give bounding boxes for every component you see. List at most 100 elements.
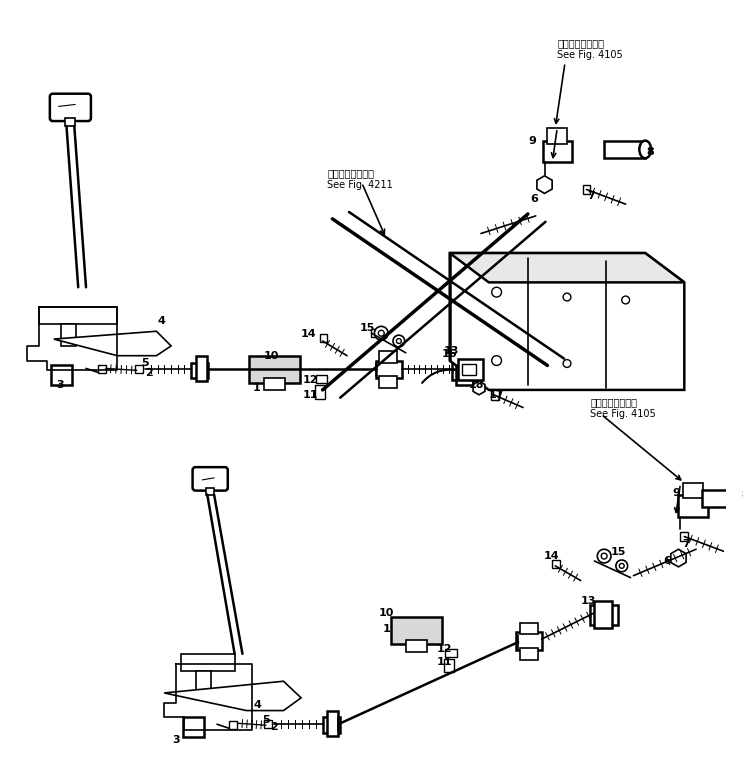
Bar	[207, 488, 214, 495]
Bar	[39, 306, 117, 324]
Circle shape	[601, 554, 607, 559]
Text: 11: 11	[303, 390, 319, 400]
Text: 10: 10	[264, 350, 279, 361]
Text: 7: 7	[682, 540, 690, 550]
Bar	[583, 185, 591, 195]
Text: 18: 18	[468, 380, 484, 390]
Circle shape	[492, 287, 502, 297]
Bar	[316, 375, 328, 383]
Text: 14: 14	[301, 329, 317, 339]
Bar	[380, 350, 397, 363]
Text: 第４１０５図参照: 第４１０５図参照	[557, 38, 604, 48]
Bar	[135, 365, 143, 374]
Bar	[444, 659, 454, 672]
Bar	[322, 717, 340, 733]
Bar	[372, 330, 380, 337]
Text: 3: 3	[172, 735, 180, 745]
Text: 15: 15	[360, 323, 375, 334]
Text: 9: 9	[529, 136, 536, 146]
Polygon shape	[53, 331, 171, 356]
Text: 12: 12	[437, 644, 452, 654]
Text: 4: 4	[253, 699, 261, 709]
Polygon shape	[164, 681, 301, 710]
Ellipse shape	[737, 489, 743, 507]
Text: 16: 16	[442, 349, 458, 359]
Bar	[195, 356, 207, 381]
FancyBboxPatch shape	[192, 467, 228, 490]
Text: 13: 13	[581, 596, 596, 606]
Text: 14: 14	[544, 551, 559, 561]
Text: 5: 5	[141, 357, 149, 367]
Bar	[65, 118, 75, 126]
Text: 1: 1	[253, 383, 260, 393]
Bar	[61, 324, 77, 346]
Circle shape	[622, 296, 629, 304]
Bar	[542, 141, 572, 162]
Bar	[406, 640, 427, 652]
Bar	[191, 363, 208, 378]
Bar	[591, 605, 618, 625]
Circle shape	[378, 330, 384, 336]
Text: 6: 6	[530, 195, 538, 205]
Bar	[195, 672, 211, 693]
Polygon shape	[450, 253, 684, 390]
Circle shape	[397, 339, 401, 344]
Text: 第４２１１図参照: 第４２１１図参照	[328, 168, 374, 178]
Text: 6: 6	[663, 556, 671, 566]
Text: 第４１０５図参照: 第４１０５図参照	[591, 398, 637, 408]
Circle shape	[616, 560, 628, 572]
Text: 8: 8	[741, 489, 743, 499]
Bar	[315, 385, 325, 398]
Ellipse shape	[639, 141, 651, 158]
Bar	[229, 721, 236, 729]
Text: 12: 12	[303, 375, 319, 385]
Text: 8: 8	[646, 147, 654, 157]
Text: 4: 4	[158, 317, 165, 327]
Circle shape	[492, 356, 502, 365]
Text: 2: 2	[145, 368, 152, 378]
Circle shape	[620, 564, 624, 568]
Circle shape	[563, 293, 571, 301]
Bar	[520, 622, 538, 635]
Bar	[445, 649, 456, 657]
Polygon shape	[450, 253, 684, 283]
Text: 7: 7	[588, 191, 595, 201]
Bar	[452, 361, 479, 380]
Bar	[264, 720, 272, 728]
Bar	[98, 365, 106, 374]
Bar	[681, 532, 688, 541]
Text: 15: 15	[611, 547, 626, 557]
Bar	[51, 365, 72, 385]
Bar	[684, 482, 703, 499]
Bar	[702, 489, 743, 507]
Text: 2: 2	[270, 722, 278, 732]
Text: See Fig. 4211: See Fig. 4211	[328, 180, 393, 190]
Bar	[264, 378, 285, 390]
Text: 11: 11	[437, 657, 452, 667]
Bar	[458, 359, 483, 380]
Bar	[462, 364, 476, 375]
Circle shape	[563, 360, 571, 367]
Bar	[594, 601, 612, 628]
Text: See Fig. 4105: See Fig. 4105	[591, 409, 656, 419]
Text: 13: 13	[444, 346, 459, 356]
Bar	[552, 560, 560, 568]
Circle shape	[393, 335, 405, 347]
Bar	[455, 356, 473, 385]
Bar	[326, 710, 338, 736]
Bar	[391, 617, 442, 644]
Text: 9: 9	[672, 488, 681, 498]
Bar	[319, 334, 328, 342]
Bar	[548, 128, 567, 144]
Text: 17: 17	[489, 390, 504, 400]
Bar	[520, 648, 538, 660]
Bar	[380, 376, 397, 388]
Text: See Fig. 4105: See Fig. 4105	[557, 49, 623, 59]
Text: 5: 5	[262, 716, 270, 726]
Circle shape	[597, 549, 611, 563]
Text: 1: 1	[383, 625, 390, 635]
Bar	[604, 141, 645, 158]
Bar	[678, 496, 708, 517]
Circle shape	[374, 327, 388, 340]
Bar	[516, 632, 542, 650]
